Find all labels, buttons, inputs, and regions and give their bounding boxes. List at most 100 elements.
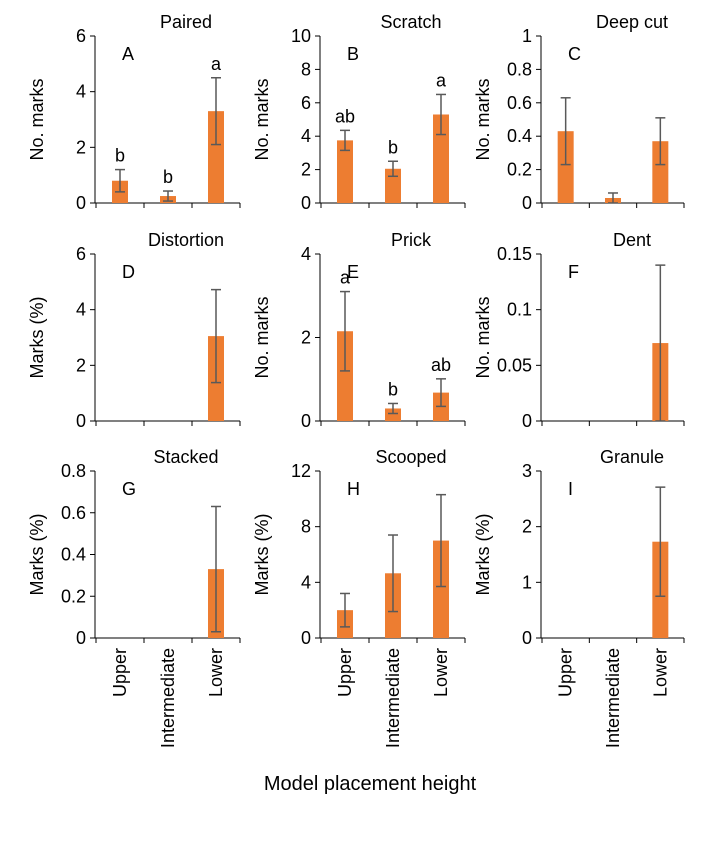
y-tick-label: 4 <box>301 244 311 264</box>
panel-letter: A <box>122 44 134 64</box>
y-tick-label: 3 <box>522 461 532 481</box>
y-tick-label: 8 <box>301 59 311 79</box>
panel-g: 0 0.2 0.4 0.6 0.8 Marks (%) Stacked G <box>27 447 241 648</box>
x-category-label: Intermediate <box>383 648 403 748</box>
x-category-label: Lower <box>206 648 226 697</box>
panel-b: 0 2 4 6 8 10 No. marks Scratch Bab b a <box>252 12 466 213</box>
bar <box>557 131 574 203</box>
panel-letter: H <box>347 479 360 499</box>
panel-letter: I <box>568 479 573 499</box>
y-tick-label: 6 <box>301 93 311 113</box>
y-tick-label: 2 <box>76 137 86 157</box>
panel-title: Granule <box>600 447 664 467</box>
y-tick-label: 0 <box>76 628 86 648</box>
significance-label: a <box>340 268 351 288</box>
y-tick-label: 8 <box>301 517 311 537</box>
panel-title: Scratch <box>380 12 441 32</box>
bar <box>208 111 224 203</box>
significance-label: ab <box>335 106 355 126</box>
panel-a: 0 2 4 6 No. marks Paired Ab b a <box>27 12 241 213</box>
y-tick-label: 6 <box>76 26 86 46</box>
y-tick-label: 0.2 <box>507 160 532 180</box>
y-tick-label: 4 <box>301 572 311 592</box>
y-tick-label: 1 <box>522 572 532 592</box>
panel-letter: E <box>347 262 359 282</box>
x-category-labels: Upper Intermediate Lower Upper Intermediate L… <box>110 648 670 748</box>
x-axis-title: Model placement height <box>264 773 477 795</box>
y-tick-label: 4 <box>76 82 86 102</box>
x-category-label: Upper <box>110 648 130 697</box>
bar <box>652 141 669 203</box>
y-tick-label: 1 <box>522 26 532 46</box>
bar <box>337 140 353 203</box>
panel-title: Prick <box>391 230 432 250</box>
significance-label: b <box>388 137 398 157</box>
y-tick-label: 10 <box>291 26 311 46</box>
panel-title: Scooped <box>375 447 446 467</box>
panel-c: 0 0.2 0.4 0.6 0.8 1 No. marks Deep cut C <box>473 12 685 213</box>
panel-letter: B <box>347 44 359 64</box>
panel-f: 0 0.05 0.1 0.15 No. marks Dent F <box>473 230 685 431</box>
y-tick-label: 4 <box>76 300 86 320</box>
panel-letter: G <box>122 479 136 499</box>
bar <box>433 540 449 638</box>
y-tick-label: 0 <box>76 193 86 213</box>
bar <box>385 168 401 203</box>
y-tick-label: 12 <box>291 461 311 481</box>
panel-d: 0 2 4 6 Marks (%) Distortion D <box>27 230 241 431</box>
y-tick-label: 0.05 <box>497 355 532 375</box>
y-axis-title: No. marks <box>252 296 272 378</box>
y-tick-label: 6 <box>76 244 86 264</box>
y-tick-label: 0.6 <box>61 503 86 523</box>
y-tick-label: 2 <box>301 328 311 348</box>
y-tick-label: 0.1 <box>507 300 532 320</box>
significance-label: a <box>211 54 222 74</box>
y-tick-label: 2 <box>301 160 311 180</box>
panel-letter: F <box>568 262 579 282</box>
y-axis-title: Marks (%) <box>27 514 47 596</box>
panel-title: Paired <box>160 12 212 32</box>
x-category-label: Lower <box>650 648 670 697</box>
panel-title: Stacked <box>153 447 218 467</box>
y-tick-label: 0.4 <box>61 545 86 565</box>
y-tick-label: 2 <box>522 517 532 537</box>
x-category-label: Intermediate <box>603 648 623 748</box>
y-tick-label: 0 <box>522 411 532 431</box>
panel-letter: C <box>568 44 581 64</box>
panel-title: Deep cut <box>596 12 668 32</box>
y-axis-title: Marks (%) <box>473 514 493 596</box>
panel-title: Distortion <box>148 230 224 250</box>
panel-h: 0 4 8 12 Marks (%) Scooped H <box>252 447 466 648</box>
y-axis-title: Marks (%) <box>252 514 272 596</box>
y-tick-label: 0.2 <box>61 586 86 606</box>
y-axis-title: Marks (%) <box>27 297 47 379</box>
y-tick-label: 0.8 <box>507 59 532 79</box>
significance-label: b <box>388 379 398 399</box>
y-tick-label: 0.4 <box>507 126 532 146</box>
y-tick-label: 0 <box>76 411 86 431</box>
y-axis-title: No. marks <box>252 78 272 160</box>
significance-label: b <box>115 146 125 166</box>
x-category-label: Lower <box>431 648 451 697</box>
bar <box>433 114 449 203</box>
y-tick-label: 0 <box>522 628 532 648</box>
panel-letter: D <box>122 262 135 282</box>
y-tick-label: 0.6 <box>507 93 532 113</box>
panel-i: 0 1 2 3 Marks (%) Granule I <box>473 447 685 648</box>
y-tick-label: 4 <box>301 126 311 146</box>
bar <box>385 408 401 421</box>
x-category-label: Upper <box>335 648 355 697</box>
significance-label: ab <box>431 355 451 375</box>
y-tick-label: 0 <box>301 193 311 213</box>
y-axis-title: No. marks <box>473 296 493 378</box>
y-axis-title: No. marks <box>473 78 493 160</box>
bar <box>337 331 353 421</box>
y-tick-label: 0.15 <box>497 244 532 264</box>
panel-title: Dent <box>613 230 651 250</box>
significance-label: b <box>163 167 173 187</box>
y-tick-label: 0 <box>522 193 532 213</box>
y-tick-label: 0 <box>301 628 311 648</box>
